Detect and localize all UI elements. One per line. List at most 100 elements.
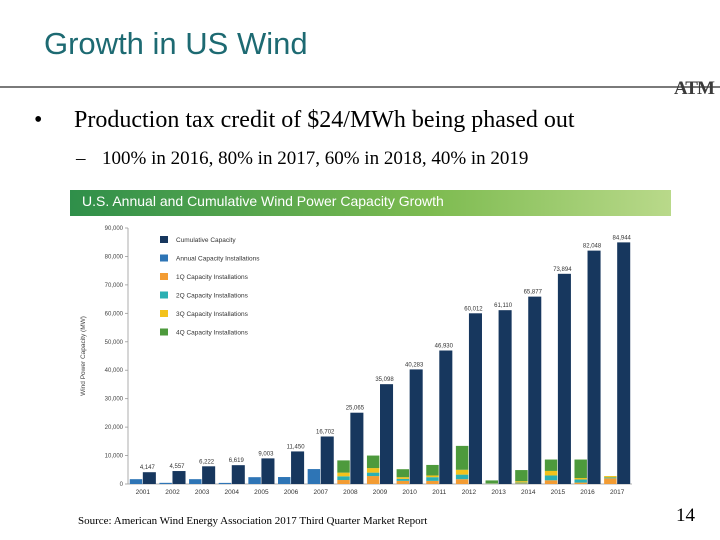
x-tick-label: 2006: [284, 489, 299, 496]
legend-label: 3Q Capacity Installations: [176, 311, 249, 318]
cumulative-value-label: 40,283: [405, 362, 424, 368]
bullet-marker: •: [34, 107, 43, 133]
cumulative-value-label: 4,557: [169, 464, 185, 470]
quarter-bar-4q: [515, 470, 528, 482]
quarter-bar-2q: [366, 472, 380, 477]
x-tick-label: 2011: [432, 489, 446, 496]
x-tick-label: 2003: [195, 489, 210, 496]
cumulative-bar: [231, 465, 245, 484]
cumulative-value-label: 73,894: [553, 267, 572, 273]
quarter-bar-4q: [337, 460, 350, 473]
legend-label: 4Q Capacity Installations: [176, 330, 249, 337]
quarter-bar-2q: [396, 478, 410, 481]
quarter-bar-1q: [604, 478, 617, 484]
cumulative-value-label: 84,944: [613, 235, 632, 241]
cumulative-bar: [320, 436, 334, 484]
x-tick-label: 2016: [580, 489, 595, 496]
cumulative-bar: [439, 350, 453, 484]
cumulative-bar: [261, 458, 275, 484]
capacity-chart: 0 10,000 20,000 30,000 40,000 50,000 60,000 70,…: [80, 226, 632, 496]
legend-swatch: [160, 254, 168, 262]
y-tick-label: 80,000: [105, 254, 124, 260]
quarter-bar-2q: [337, 476, 350, 481]
cumulative-bar: [142, 472, 156, 484]
title-divider: [0, 86, 720, 88]
annual-bar: [248, 477, 261, 484]
cumulative-value-label: 9,003: [258, 451, 274, 457]
y-tick-label: 20,000: [105, 425, 124, 431]
quarter-bar-1q: [455, 479, 469, 484]
cumulative-value-label: 16,702: [316, 429, 335, 435]
quarter-bar-1q: [366, 476, 380, 484]
x-tick-label: 2017: [610, 489, 625, 496]
x-tick-label: 2001: [136, 489, 151, 496]
chart-title: U.S. Annual and Cumulative Wind Power Ca…: [82, 193, 444, 209]
x-tick-label: 2013: [491, 489, 506, 496]
x-tick-label: 2009: [373, 489, 388, 496]
quarter-bar-4q: [544, 459, 558, 471]
cumulative-value-label: 11,450: [287, 444, 306, 450]
quarter-bar-2q: [455, 474, 469, 480]
x-tick-label: 2007: [313, 489, 328, 496]
cumulative-bar: [587, 250, 601, 484]
y-tick-label: 0: [120, 482, 124, 488]
source-citation: Source: American Wind Energy Association…: [78, 515, 428, 527]
y-tick-label: 40,000: [105, 368, 124, 374]
quarter-bar-1q: [396, 480, 410, 484]
cumulative-value-label: 46,930: [435, 344, 454, 350]
legend-swatch: [160, 291, 168, 299]
sub-bullet-text: 100% in 2016, 80% in 2017, 60% in 2018, …: [102, 148, 529, 169]
university-logo: ATM: [674, 78, 715, 99]
quarter-bar-3q: [426, 475, 439, 478]
legend-swatch: [160, 273, 168, 280]
cumulative-bar: [291, 451, 305, 484]
cumulative-bar: [350, 412, 364, 484]
x-tick-label: 2015: [551, 489, 566, 496]
sub-bullet-marker: –: [76, 148, 86, 169]
legend-label: Cumulative Capacity: [176, 237, 236, 244]
y-tick-label: 50,000: [105, 340, 124, 346]
cumulative-value-label: 35,098: [375, 377, 394, 383]
bullet-text: Production tax credit of $24/MWh being p…: [74, 107, 575, 133]
cumulative-value-label: 82,048: [583, 244, 602, 250]
quarter-bar-3q: [455, 469, 469, 475]
quarter-bar-2q: [515, 482, 528, 484]
annual-bar: [278, 477, 291, 484]
annual-bar: [218, 482, 232, 484]
cumulative-bar: [557, 273, 571, 484]
cumulative-value-label: 6,619: [229, 458, 245, 464]
quarter-bar-2q: [544, 475, 558, 481]
cumulative-bar: [202, 466, 216, 484]
x-tick-label: 2005: [254, 489, 269, 496]
quarter-bar-3q: [396, 477, 410, 479]
cumulative-bar: [468, 313, 482, 484]
x-tick-label: 2014: [521, 489, 536, 496]
quarter-bar-2q: [604, 477, 617, 479]
y-tick-label: 10,000: [105, 454, 124, 460]
y-tick-label: 90,000: [105, 226, 124, 232]
x-tick-label: 2004: [225, 489, 240, 496]
quarter-bar-3q: [544, 470, 558, 476]
quarter-bar-1q: [515, 483, 528, 484]
cumulative-value-label: 25,065: [346, 406, 365, 412]
quarter-bar-3q: [366, 468, 380, 473]
cumulative-value-label: 4,147: [140, 465, 156, 471]
cumulative-value-label: 6,222: [199, 459, 215, 465]
quarter-bar-3q: [515, 481, 528, 483]
quarter-bar-2q: [574, 479, 587, 483]
quarter-bar-4q: [426, 464, 439, 476]
cumulative-bar: [498, 310, 512, 484]
legend-label: Annual Capacity Installations: [176, 256, 260, 263]
cumulative-bar: [409, 369, 423, 484]
quarter-bar-2q: [426, 477, 439, 481]
cumulative-bar: [528, 296, 542, 484]
x-tick-label: 2008: [343, 489, 358, 496]
quarter-bar-3q: [337, 472, 350, 477]
legend-swatch: [160, 328, 168, 336]
quarter-bar-4q: [396, 469, 410, 478]
y-tick-label: 30,000: [105, 397, 124, 403]
cumulative-bar: [172, 471, 186, 484]
quarter-bar-3q: [574, 478, 587, 480]
quarter-bar-1q: [574, 482, 587, 484]
chart-title-banner: U.S. Annual and Cumulative Wind Power Ca…: [70, 190, 671, 216]
